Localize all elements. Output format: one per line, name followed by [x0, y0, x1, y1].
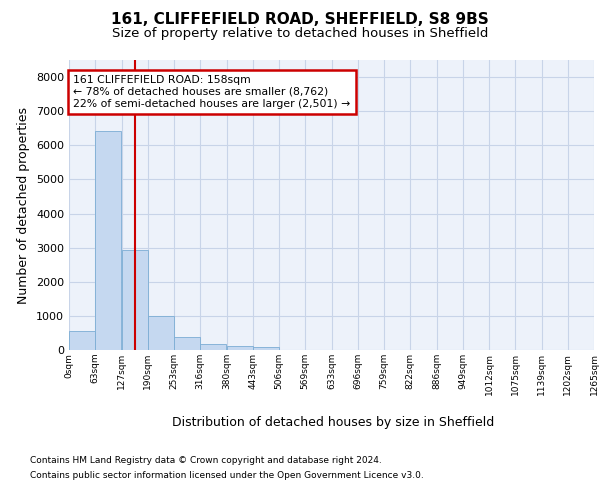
Bar: [122, 250, 148, 350]
Bar: [227, 346, 253, 350]
Bar: [69, 330, 95, 350]
Text: Size of property relative to detached houses in Sheffield: Size of property relative to detached ho…: [112, 28, 488, 40]
Text: Distribution of detached houses by size in Sheffield: Distribution of detached houses by size …: [172, 416, 494, 429]
Text: 161, CLIFFEFIELD ROAD, SHEFFIELD, S8 9BS: 161, CLIFFEFIELD ROAD, SHEFFIELD, S8 9BS: [111, 12, 489, 28]
Y-axis label: Number of detached properties: Number of detached properties: [17, 106, 31, 304]
Bar: [200, 344, 226, 350]
Text: Contains public sector information licensed under the Open Government Licence v3: Contains public sector information licen…: [30, 471, 424, 480]
Text: 161 CLIFFEFIELD ROAD: 158sqm
← 78% of detached houses are smaller (8,762)
22% of: 161 CLIFFEFIELD ROAD: 158sqm ← 78% of de…: [73, 76, 350, 108]
Bar: [174, 337, 200, 350]
Bar: [95, 131, 121, 350]
Text: Contains HM Land Registry data © Crown copyright and database right 2024.: Contains HM Land Registry data © Crown c…: [30, 456, 382, 465]
Bar: [253, 347, 279, 350]
Bar: [148, 316, 174, 350]
